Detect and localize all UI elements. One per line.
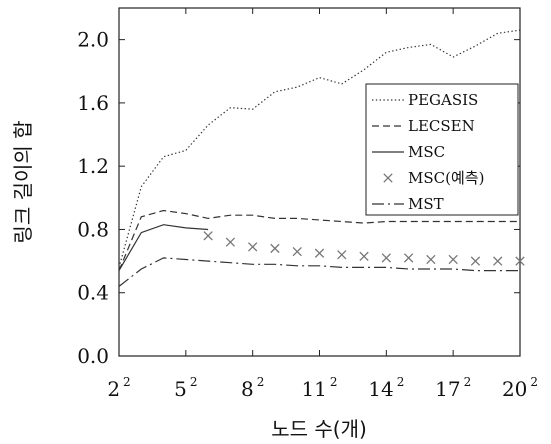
legend: PEGASIS LECSEN MSC MSC(예측) MST [365,83,519,216]
y-tick-label: 0.8 [77,217,109,241]
msc-predicted-marker [493,256,503,266]
legend-label: LECSEN [408,117,475,135]
msc-predicted-marker [448,254,458,265]
msc-predicted-marker [270,243,280,254]
x-tick-label: 11 2 [301,375,337,401]
msc-predicted-marker [470,256,481,266]
x-axis-title: 노드 수(개) [271,417,367,441]
y-tick-label: 2.0 [77,28,109,52]
series-line-mst [118,257,520,287]
series-line-msc [118,224,209,271]
x-axis-ticks: 2 2 5 2 8 2 11 2 14 2 17 2 20 2 [107,8,538,401]
x-tick-label: 17 2 [435,375,471,401]
msc-predicted-marker [381,253,391,263]
msc-predicted-marker [292,246,302,257]
legend-swatch [383,173,393,183]
series-group [118,29,525,287]
msc-predicted-marker [403,253,414,263]
legend-label: MST [408,195,444,213]
y-tick-label: 1.6 [77,91,109,115]
msc-predicted-marker [248,242,258,252]
y-tick-label: 0.4 [77,281,109,305]
x-tick-label: 14 2 [368,375,404,401]
legend-label: PEGASIS [408,91,478,109]
y-axis-title: 링크 길이의 합 [11,120,35,243]
msc-predicted-marker [337,250,347,260]
msc-predicted-marker [225,237,236,247]
x-tick-label: 20 2 [502,375,538,401]
y-tick-label: 1.2 [77,154,109,178]
y-tick-label: 0.0 [77,344,109,368]
msc-predicted-marker [426,254,436,265]
msc-predicted-marker [359,251,369,262]
msc-predicted-marker [314,248,325,258]
msc-predicted-marker [203,231,213,241]
legend-box [365,83,519,216]
y-axis-ticks: 0.0 0.4 0.8 1.2 1.6 2.0 [77,28,520,368]
legend-label: MSC(예측) [408,169,484,187]
legend-label: MSC [408,143,445,161]
series-line-lecsen [118,209,520,271]
series-line-pegasis [118,29,521,268]
msc-predicted-marker [515,256,525,266]
